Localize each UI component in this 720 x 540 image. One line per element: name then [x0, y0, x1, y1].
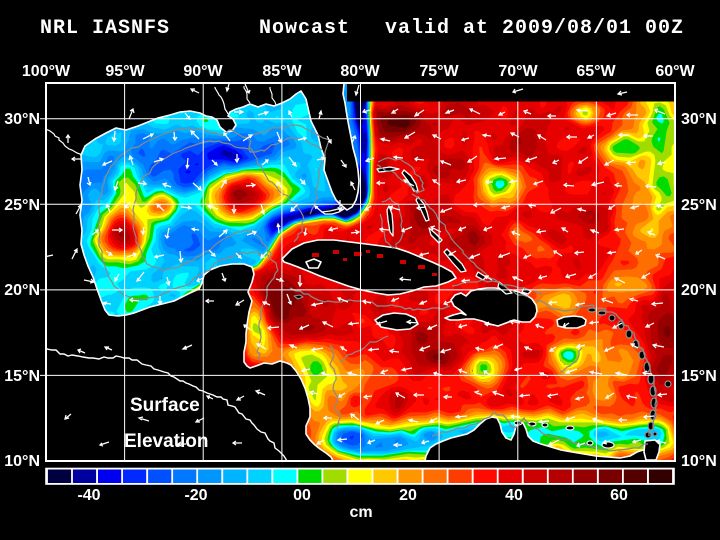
svg-text:10°N: 10°N — [4, 453, 40, 470]
svg-text:valid at 2009/08/01 00Z: valid at 2009/08/01 00Z — [385, 17, 684, 40]
svg-text:70°W: 70°W — [498, 63, 538, 80]
svg-text:90°W: 90°W — [183, 63, 223, 80]
svg-text:20: 20 — [399, 487, 417, 504]
svg-text:25°N: 25°N — [4, 197, 40, 214]
svg-text:75°W: 75°W — [419, 63, 459, 80]
svg-text:40: 40 — [505, 487, 523, 504]
svg-text:Surface: Surface — [130, 395, 200, 416]
svg-text:60: 60 — [610, 487, 628, 504]
svg-text:95°W: 95°W — [105, 63, 145, 80]
svg-text:30°N: 30°N — [4, 111, 40, 128]
svg-text:80°W: 80°W — [340, 63, 380, 80]
svg-text:100°W: 100°W — [22, 63, 71, 80]
svg-text:15°N: 15°N — [681, 368, 717, 385]
svg-text:20°N: 20°N — [4, 282, 40, 299]
svg-text:85°W: 85°W — [262, 63, 302, 80]
svg-text:10°N: 10°N — [681, 453, 717, 470]
svg-text:cm: cm — [349, 504, 372, 521]
svg-text:Elevation: Elevation — [124, 431, 208, 452]
svg-text:15°N: 15°N — [4, 368, 40, 385]
svg-text:NRL IASNFS: NRL IASNFS — [40, 17, 170, 40]
svg-text:65°W: 65°W — [576, 63, 616, 80]
svg-text:-40: -40 — [77, 487, 100, 504]
svg-text:00: 00 — [293, 487, 311, 504]
svg-text:25°N: 25°N — [681, 197, 717, 214]
svg-text:Nowcast: Nowcast — [259, 17, 350, 40]
svg-text:20°N: 20°N — [681, 282, 717, 299]
svg-text:60°W: 60°W — [655, 63, 695, 80]
svg-text:30°N: 30°N — [681, 111, 717, 128]
svg-text:-20: -20 — [184, 487, 207, 504]
